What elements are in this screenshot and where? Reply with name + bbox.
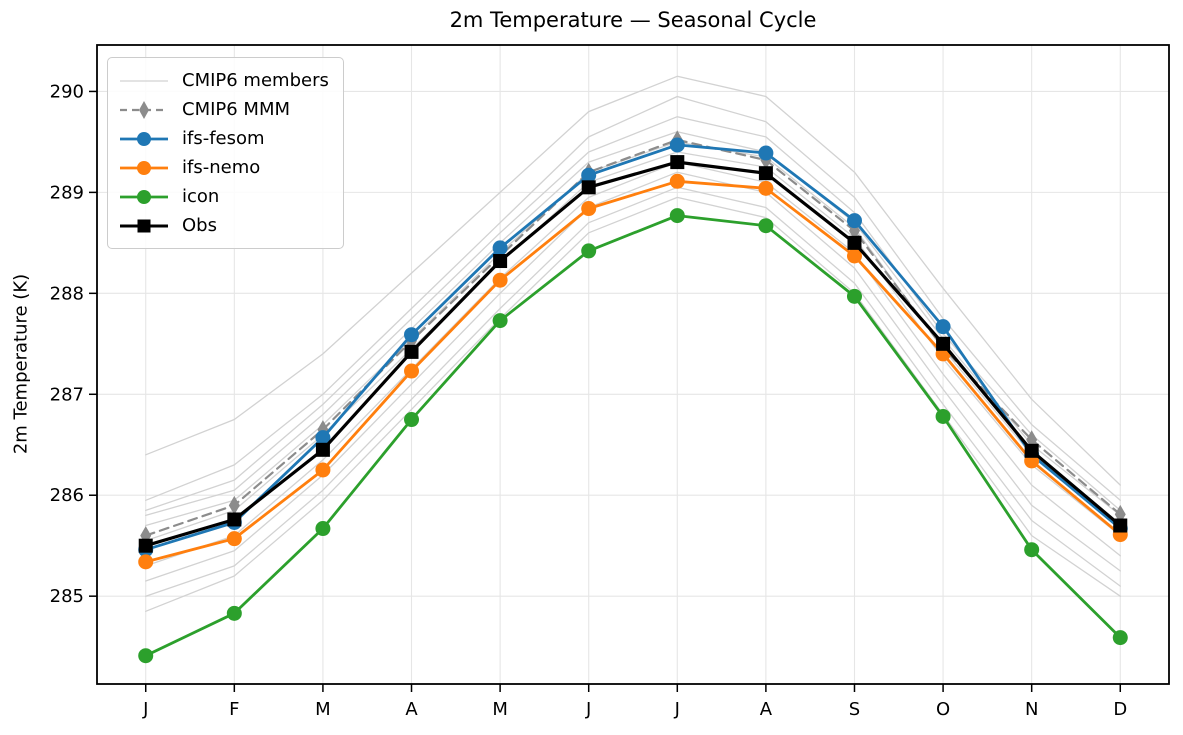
legend-sample-none-line xyxy=(120,79,168,82)
y-tick-label: 285 xyxy=(50,586,84,607)
data-point-ifs-fesom xyxy=(669,137,685,153)
legend-label: CMIP6 MMM xyxy=(182,99,291,120)
y-tick-label: 286 xyxy=(50,485,84,506)
x-tick-label: J xyxy=(674,699,680,720)
data-point-icon xyxy=(315,521,331,537)
data-point-ifs-nemo xyxy=(492,272,508,288)
data-point-Obs xyxy=(581,180,596,195)
data-point-Obs xyxy=(227,512,242,527)
data-point-icon xyxy=(492,313,508,329)
legend-item-ifs-fesom: ifs-fesom xyxy=(118,124,329,153)
data-point-icon xyxy=(404,412,420,428)
data-point-Obs xyxy=(1024,443,1039,458)
x-tick-label: M xyxy=(315,699,331,720)
x-tick-label: M xyxy=(492,699,508,720)
cmip6-member-line xyxy=(145,161,1121,567)
data-point-Obs xyxy=(936,336,951,351)
data-point-icon xyxy=(226,605,242,621)
legend-item-cmip6-mmm: CMIP6 MMM xyxy=(118,95,329,124)
cmip6-member-line xyxy=(145,141,1121,527)
y-tick-label: 287 xyxy=(50,384,84,405)
data-point-icon xyxy=(1024,542,1040,558)
data-point-ifs-nemo xyxy=(138,554,154,570)
legend-item-obs: Obs xyxy=(118,211,329,240)
data-point-Obs xyxy=(1113,518,1128,533)
cmip6-member-line xyxy=(145,151,1121,542)
data-point-Obs xyxy=(847,235,862,250)
legend-sample-circle-line xyxy=(120,131,168,146)
data-point-icon xyxy=(138,648,154,664)
data-point-Obs xyxy=(315,442,330,457)
x-tick-label: A xyxy=(405,699,418,720)
x-tick-label: J xyxy=(585,699,591,720)
data-point-ifs-nemo xyxy=(581,201,597,217)
data-point-ifs-fesom xyxy=(492,240,508,256)
legend-sample-square-line xyxy=(120,219,168,232)
cmip6-member-line xyxy=(145,75,1121,486)
y-tick-label: 289 xyxy=(50,182,84,203)
x-tick-label: O xyxy=(936,699,950,720)
data-point-ifs-fesom xyxy=(315,430,331,446)
cmip6-member-line xyxy=(145,186,1121,597)
x-tick-label: N xyxy=(1025,699,1038,720)
legend-sample-diamond-line xyxy=(120,100,168,119)
data-point-ifs-nemo xyxy=(226,531,242,547)
data-point-ifs-nemo xyxy=(758,180,774,196)
series-line-ifs-nemo xyxy=(144,179,1122,564)
x-tick-label: A xyxy=(760,699,773,720)
axes-frame xyxy=(96,44,1170,685)
data-point-ifs-fesom xyxy=(846,213,862,229)
data-point-icon xyxy=(846,288,862,304)
data-point-ifs-fesom xyxy=(404,327,420,343)
legend-sample-circle-line xyxy=(120,189,168,204)
legend-label: Obs xyxy=(182,215,217,236)
series-line-Obs xyxy=(144,160,1122,548)
data-point-Obs xyxy=(404,344,419,359)
data-point-icon xyxy=(581,243,597,259)
y-tick-label: 290 xyxy=(50,81,84,102)
cmip6-member-line xyxy=(145,95,1121,501)
data-point-icon xyxy=(758,218,774,234)
legend-box: CMIP6 members CMIP6 MMM ifs-fesom ifs-nemo i… xyxy=(107,57,344,249)
cmip6-member-line xyxy=(145,171,1121,582)
x-tick-label: S xyxy=(849,699,860,720)
x-tick-label: D xyxy=(1113,699,1127,720)
data-point-ifs-nemo xyxy=(846,248,862,264)
data-point-ifs-nemo xyxy=(669,173,685,189)
x-tick-label: J xyxy=(142,699,148,720)
cmip6-member-line xyxy=(145,131,1121,517)
y-tick-label: 288 xyxy=(50,283,84,304)
legend-item-ifs-nemo: ifs-nemo xyxy=(118,153,329,182)
data-point-ifs-fesom xyxy=(935,319,951,335)
data-point-ifs-nemo xyxy=(315,462,331,478)
legend-label: ifs-fesom xyxy=(182,128,265,149)
legend-label: ifs-nemo xyxy=(182,157,261,178)
series-line-ifs-fesom xyxy=(144,143,1122,552)
data-point-Obs xyxy=(138,538,153,553)
chart-title: 2m Temperature — Seasonal Cycle xyxy=(449,8,817,32)
legend-label: CMIP6 members xyxy=(182,70,329,91)
data-point-ifs-nemo xyxy=(404,363,420,379)
legend-item-cmip6-members: CMIP6 members xyxy=(118,66,329,95)
legend-sample-circle-line xyxy=(120,160,168,175)
data-point-Obs xyxy=(493,254,508,269)
data-point-ifs-fesom xyxy=(581,167,597,183)
cmip6-member-line xyxy=(145,116,1121,512)
x-tick-label: F xyxy=(229,699,239,720)
series-line-icon xyxy=(144,214,1122,658)
legend-item-icon: icon xyxy=(118,182,329,211)
data-point-Obs xyxy=(670,155,685,170)
data-point-icon xyxy=(935,408,951,424)
legend-label: icon xyxy=(182,186,220,207)
data-point-Obs xyxy=(758,166,773,181)
data-point-ifs-fesom xyxy=(758,145,774,161)
cmip6-member-line xyxy=(145,196,1121,612)
data-point-CMIP6 MMM xyxy=(228,495,240,515)
data-point-icon xyxy=(1112,630,1128,646)
data-point-icon xyxy=(669,208,685,224)
